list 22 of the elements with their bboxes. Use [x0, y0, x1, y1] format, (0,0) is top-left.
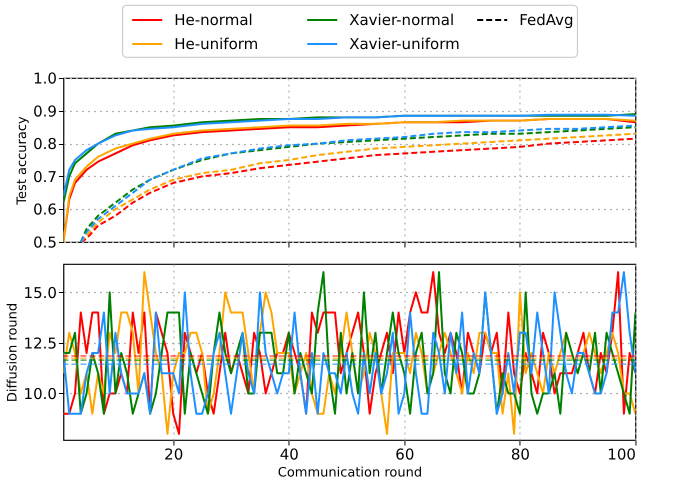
x-tick-label: 100 — [607, 446, 636, 464]
x-axis-title: Communication round — [278, 466, 422, 480]
y-tick-label: 0.5 — [33, 234, 57, 252]
legend-label: He-normal — [174, 11, 253, 29]
y-tick-label: 1.0 — [33, 70, 57, 88]
y-tick-label: 10.0 — [24, 384, 57, 403]
legend-label: Xavier-normal — [349, 11, 454, 29]
y-tick-label: 12.5 — [24, 334, 57, 352]
x-tick-label: 60 — [395, 446, 414, 464]
legend-label: He-uniform — [174, 35, 258, 53]
y-axis-title: Diffusion round — [6, 302, 21, 402]
legend-label: Xavier-uniform — [349, 35, 460, 53]
text: FedAvg — [519, 11, 574, 29]
y-tick-label: 15.0 — [24, 284, 57, 302]
y-tick-label: 0.8 — [33, 135, 57, 154]
x-tick-label: 40 — [280, 446, 299, 464]
y-tick-label: 0.6 — [33, 200, 57, 219]
y-axis-title: Test accuracy — [15, 116, 30, 206]
x-tick-label: 80 — [510, 446, 530, 464]
x-tick-label: 20 — [164, 446, 184, 464]
y-tick-label: 0.9 — [33, 102, 57, 120]
y-tick-label: 0.7 — [33, 168, 57, 186]
